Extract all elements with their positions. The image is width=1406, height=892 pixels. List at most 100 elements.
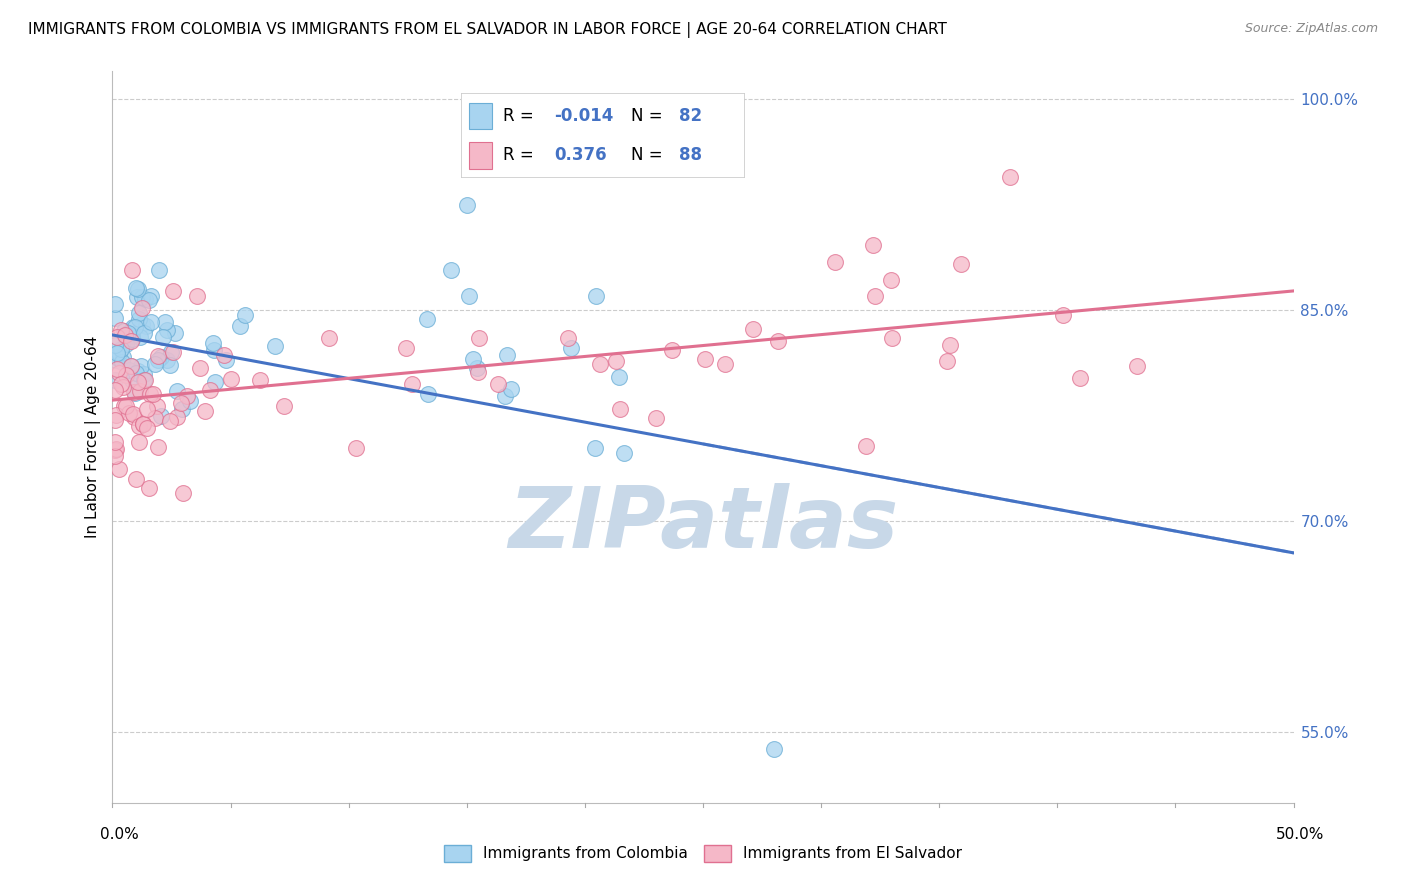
Point	[124, 386, 146, 401]
Point	[139, 315, 162, 329]
Point	[160, 344, 183, 359]
Point	[560, 342, 582, 356]
Point	[129, 329, 152, 343]
Point	[118, 406, 141, 420]
Point	[104, 311, 127, 326]
Point	[104, 409, 127, 423]
Point	[110, 342, 132, 356]
Point	[607, 370, 630, 384]
Point	[939, 338, 962, 352]
Point	[104, 297, 127, 311]
Point	[344, 442, 367, 456]
Point	[127, 375, 149, 389]
Point	[212, 348, 235, 362]
Point	[105, 362, 128, 376]
Point	[768, 334, 790, 348]
Point	[112, 324, 135, 338]
Point	[179, 393, 201, 408]
Point	[125, 472, 148, 486]
Point	[131, 290, 153, 304]
Point	[128, 434, 150, 449]
Point	[138, 481, 160, 495]
Point	[108, 462, 131, 476]
Point	[166, 409, 188, 424]
Point	[169, 395, 191, 409]
Point	[163, 326, 186, 340]
Point	[122, 407, 145, 421]
Point	[121, 332, 143, 346]
Point	[105, 329, 128, 343]
Point	[585, 289, 607, 303]
Point	[204, 343, 226, 358]
Point	[401, 377, 423, 392]
Point	[104, 373, 127, 387]
Point	[108, 366, 131, 380]
Point	[122, 410, 145, 425]
Point	[146, 399, 169, 413]
Point	[204, 376, 226, 390]
Point	[117, 363, 139, 377]
Point	[104, 442, 127, 457]
Point	[131, 301, 153, 315]
Point	[141, 289, 163, 303]
Point	[107, 345, 129, 359]
Point	[121, 373, 143, 387]
Point	[613, 446, 636, 460]
Point	[150, 409, 173, 423]
Point	[418, 386, 440, 401]
Point	[162, 344, 184, 359]
Point	[457, 289, 479, 303]
Point	[127, 283, 149, 297]
Point	[273, 399, 295, 413]
Point	[115, 337, 138, 351]
Legend: Immigrants from Colombia, Immigrants from El Salvador: Immigrants from Colombia, Immigrants fro…	[437, 838, 969, 868]
Point	[120, 359, 142, 374]
Point	[120, 359, 142, 373]
Point	[456, 198, 478, 212]
Point	[486, 376, 509, 391]
Point	[215, 353, 238, 368]
Point	[104, 435, 127, 450]
Point	[263, 339, 285, 353]
Point	[139, 386, 162, 401]
Point	[194, 404, 217, 418]
Point	[125, 366, 148, 380]
Point	[110, 323, 132, 337]
Text: 0.0%: 0.0%	[100, 827, 139, 841]
Point	[114, 327, 136, 342]
Point	[249, 373, 271, 387]
Point	[467, 365, 489, 379]
Point	[114, 331, 136, 345]
Point	[159, 414, 181, 428]
Point	[104, 338, 127, 352]
Point	[318, 331, 340, 345]
Point	[935, 354, 957, 368]
Point	[104, 449, 127, 463]
Point	[661, 343, 683, 357]
Point	[115, 328, 138, 343]
Point	[176, 389, 198, 403]
Point	[468, 331, 491, 345]
Point	[124, 320, 146, 334]
Point	[395, 342, 418, 356]
Point	[583, 441, 606, 455]
Point	[461, 352, 484, 367]
Text: ZIPatlas: ZIPatlas	[508, 483, 898, 566]
Point	[111, 355, 134, 369]
Point	[129, 359, 152, 374]
Point	[143, 410, 166, 425]
Point	[152, 330, 174, 344]
Point	[416, 312, 439, 326]
Point	[121, 263, 143, 277]
Point	[104, 383, 127, 397]
Point	[880, 273, 903, 287]
Point	[127, 364, 149, 378]
Point	[128, 419, 150, 434]
Point	[104, 353, 127, 368]
Point	[125, 281, 148, 295]
Point	[105, 345, 128, 359]
Point	[135, 319, 157, 334]
Point	[172, 486, 194, 500]
Point	[155, 323, 177, 337]
Point	[202, 336, 225, 351]
